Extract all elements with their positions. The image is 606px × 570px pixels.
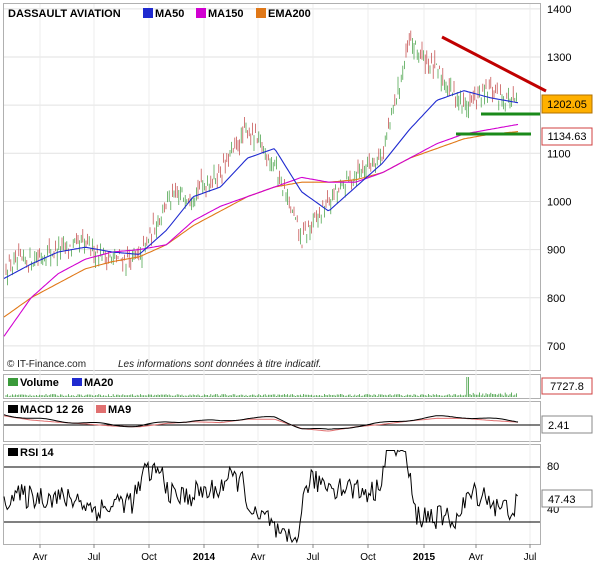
legend-label-macd: MACD 12 26 (20, 404, 84, 416)
volume-value: 7727.8 (550, 381, 584, 393)
macd-signal-line (3, 415, 519, 432)
time-tick-label: Avr (251, 552, 266, 563)
rsi-line (3, 449, 518, 544)
legend-label-rsi: RSI 14 (20, 447, 55, 459)
price-gridlines (4, 8, 540, 347)
macd-line (3, 414, 519, 430)
time-gridlines (39, 4, 531, 548)
time-tick-label: 2015 (413, 552, 436, 563)
macd-panel-frame (3, 401, 541, 442)
price-candles (5, 30, 517, 286)
legend-swatch-volume (8, 378, 18, 386)
time-axis-labels: Avr Jul Oct 2014 Avr Jul Oct 2015 Avr Jul (33, 552, 537, 563)
last-price-value: 1202.05 (547, 99, 587, 111)
price-axis-labels: 70080090010001100120013001400 (547, 4, 571, 353)
price-tick-label: 800 (547, 293, 565, 305)
volume-value-box (541, 377, 593, 395)
credit-text: © IT-Finance.com (7, 359, 86, 370)
time-tick-label: Avr (469, 552, 484, 563)
legend-label-ema200: EMA200 (268, 8, 311, 20)
price-tick-label: 1300 (547, 52, 571, 64)
time-tick-label: 2014 (193, 552, 216, 563)
price-tick-label: 700 (547, 341, 565, 353)
ema200-line (3, 131, 519, 318)
resistance-trendline (441, 35, 547, 93)
rsi-value-box (541, 489, 593, 508)
price-legend: MA50 MA150 EMA200 (143, 8, 311, 20)
rsi-tick-80: 80 (547, 461, 559, 473)
legend-label-ma50: MA50 (155, 8, 184, 20)
legend-swatch-ma50 (143, 8, 153, 18)
time-tick-label: Jul (88, 552, 101, 563)
time-tick-label: Avr (33, 552, 48, 563)
legend-swatch-ema200 (256, 8, 266, 18)
legend-label-volume-ma20: MA20 (84, 377, 113, 389)
price-panel-frame (3, 3, 541, 371)
rsi-panel-frame (3, 444, 541, 545)
legend-swatch-rsi (8, 448, 18, 456)
volume-bars (5, 377, 517, 397)
ma50-line (3, 90, 519, 279)
chart-title: DASSAULT AVIATION (8, 8, 121, 20)
legend-label-volume: Volume (20, 377, 59, 389)
legend-label-macd-ma9: MA9 (108, 404, 131, 416)
price-tick-label: 1000 (547, 196, 571, 208)
price-tick-label: 900 (547, 245, 565, 257)
disclaimer-text: Les informations sont données à titre in… (118, 359, 321, 370)
time-tick-label: Oct (360, 552, 376, 563)
legend-swatch-macd-ma9 (96, 405, 106, 413)
legend-swatch-macd (8, 405, 18, 413)
support-price-value: 1134.63 (548, 131, 587, 143)
rsi-value: 47.43 (548, 494, 576, 506)
price-tick-label: 1100 (547, 148, 571, 160)
legend-label-ma150: MA150 (208, 8, 243, 20)
legend-swatch-volume-ma20 (72, 378, 82, 386)
time-tick-label: Jul (307, 552, 320, 563)
time-tick-label: Jul (524, 552, 537, 563)
ma150-line (3, 123, 519, 337)
support-price-tag: 1134.63 (541, 127, 593, 146)
macd-value-box (541, 415, 593, 434)
macd-value: 2.41 (548, 420, 569, 432)
volume-panel-frame (3, 374, 541, 399)
legend-swatch-ma150 (196, 8, 206, 18)
last-price-tag: 1202.05 (541, 94, 593, 114)
time-tick-label: Oct (141, 552, 157, 563)
price-tick-label: 1400 (547, 4, 571, 16)
